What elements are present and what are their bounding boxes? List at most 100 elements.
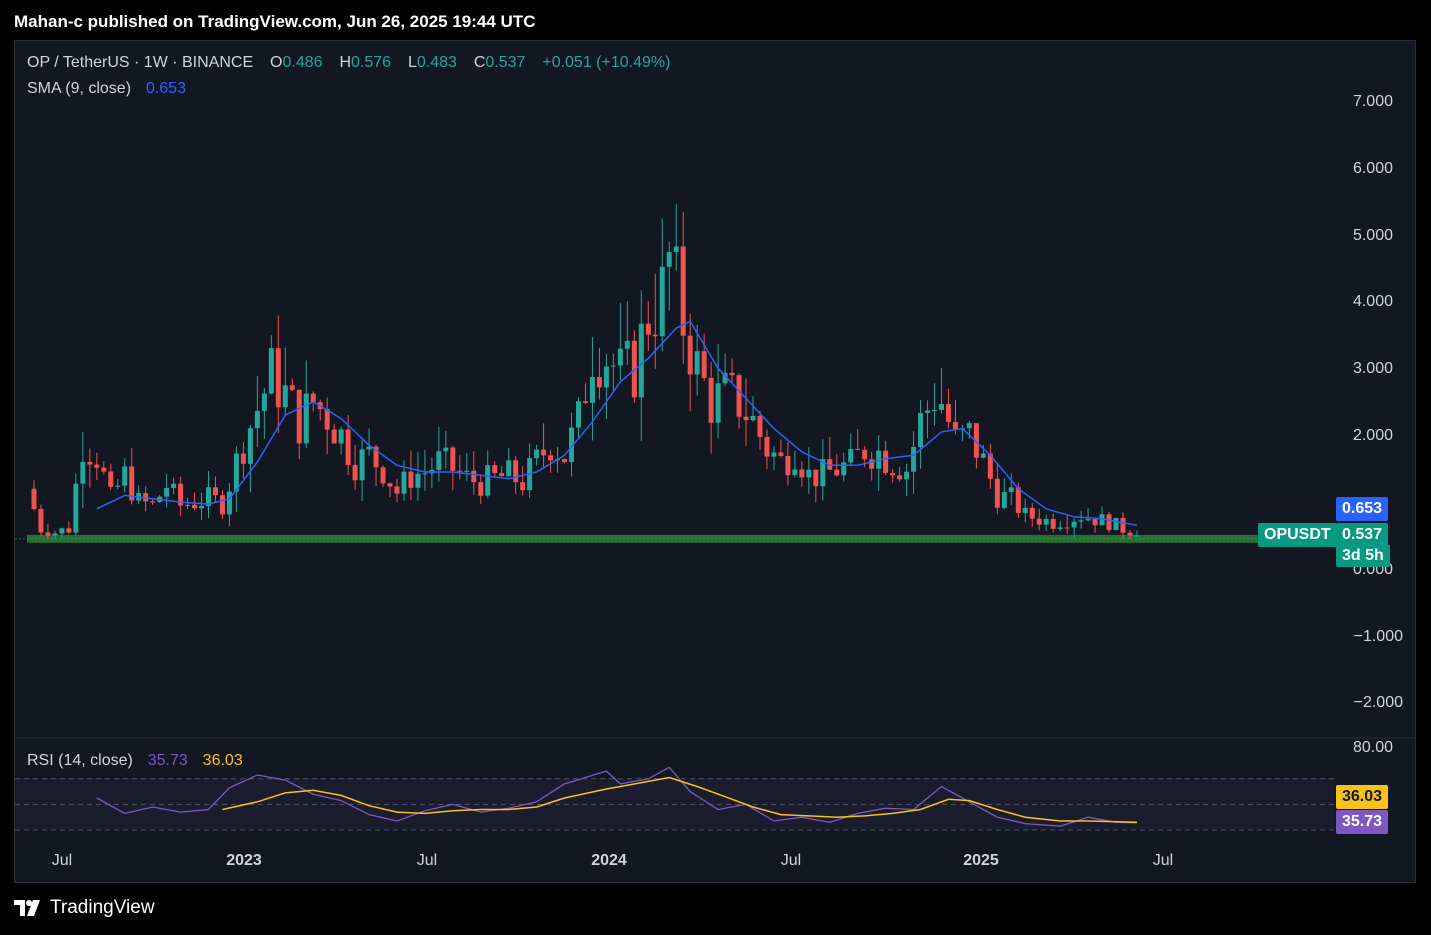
candle-down (513, 460, 519, 483)
candle-down (1029, 507, 1035, 519)
candle-down (471, 470, 477, 483)
candle-up (366, 446, 372, 450)
candle-up (199, 505, 205, 509)
candle-up (359, 449, 365, 481)
candle-up (659, 266, 665, 337)
candle-down (1106, 514, 1112, 531)
sma-legend[interactable]: SMA (9, close) 0.653 (27, 80, 186, 98)
ohlc-open-value: 0.486 (282, 54, 323, 71)
candle-down (150, 501, 156, 503)
support-zone (15, 534, 1334, 543)
sma-price-tag: 0.653 (1336, 497, 1389, 521)
rsi-line (96, 766, 1138, 827)
candle-up (485, 465, 491, 496)
candle-up (506, 460, 512, 477)
candle-down (450, 447, 456, 471)
candle-up (1043, 518, 1049, 525)
candle-up (282, 385, 288, 408)
candle-down (548, 455, 554, 461)
footer-brand[interactable]: TradingView (14, 897, 155, 919)
candle-down (945, 404, 951, 423)
candle-up (59, 528, 65, 534)
candle-up (750, 415, 756, 421)
candle-up (171, 483, 177, 488)
candle-down (562, 459, 568, 463)
candle-down (582, 401, 588, 403)
candle-up (1008, 487, 1014, 493)
candle-down (897, 475, 903, 480)
candle-up (771, 452, 777, 457)
candle-up (164, 487, 170, 497)
sma-label[interactable]: SMA (9, close) (27, 80, 132, 97)
last-price-tag: 0.537 (1336, 523, 1389, 547)
candle-up (938, 404, 944, 410)
candle-down (380, 467, 386, 484)
candles-group (31, 204, 1140, 539)
symbol-legend[interactable]: OP / TetherUS · 1W · BINANCE O0.486 H0.5… (27, 54, 670, 72)
sma-line-group (96, 320, 1138, 527)
time-axis-label: Jul (51, 852, 73, 869)
sma-line (96, 320, 1138, 527)
candle-up (624, 340, 630, 349)
tradingview-logo-icon (14, 900, 40, 916)
candle-up (673, 246, 679, 253)
candle-down (890, 473, 896, 476)
candle-up (206, 487, 212, 506)
candle-up (268, 348, 274, 394)
candle-down (869, 459, 875, 469)
candle-down (827, 459, 833, 470)
footer-brand-label: TradingView (50, 897, 155, 918)
rsi-legend[interactable]: RSI (14, close) 35.73 36.03 (27, 752, 243, 770)
symbol-name[interactable]: OP / TetherUS · 1W · BINANCE (27, 54, 254, 71)
candle-up (1085, 519, 1091, 521)
candle-down (94, 464, 100, 468)
candle-down (764, 436, 770, 457)
time-axis-label: 2023 (226, 852, 262, 869)
ohlc-low-value: 0.483 (416, 54, 457, 71)
candle-down (883, 450, 889, 474)
candle-down (855, 449, 861, 451)
candle-down (108, 471, 114, 487)
candle-down (813, 469, 819, 487)
candle-up (1078, 520, 1084, 522)
candle-up (966, 423, 972, 429)
candle-up (694, 351, 700, 375)
candle-up (443, 447, 449, 452)
candle-down (785, 455, 791, 476)
candle-down (1050, 518, 1056, 529)
candle-up (254, 410, 260, 429)
candle-down (729, 372, 735, 376)
time-axis-label: Jul (416, 852, 438, 869)
candle-up (841, 462, 847, 476)
candle-down (757, 415, 763, 437)
candle-up (338, 429, 344, 444)
candle-up (80, 461, 86, 484)
candle-down (687, 335, 693, 375)
candle-up (1099, 514, 1105, 526)
ohlc-change-value: +0.051 (+10.49%) (542, 54, 671, 71)
candle-up (1057, 527, 1063, 529)
price-axis-label: 2.000 (1352, 427, 1393, 444)
rsi-label[interactable]: RSI (14, close) (27, 752, 133, 769)
candle-down (994, 478, 1000, 508)
candle-down (352, 465, 358, 481)
candle-down (987, 453, 993, 479)
time-axis-label: Jul (1152, 852, 1174, 869)
candle-up (806, 469, 812, 478)
time-axis-label: Jul (780, 852, 802, 869)
rsi-axis-label: 80.00 (1352, 739, 1393, 756)
candle-up (52, 533, 58, 536)
candle-down (38, 508, 44, 533)
chart-frame[interactable] (14, 40, 1416, 883)
candle-up (401, 471, 407, 494)
price-axis-label: 5.000 (1352, 227, 1393, 244)
candle-down (394, 486, 400, 494)
candle-down (345, 429, 351, 466)
symbol-tag[interactable]: OPUSDT (1258, 523, 1337, 547)
rsi-ma-line (222, 776, 1138, 824)
candle-down (1015, 487, 1021, 513)
candle-down (296, 389, 302, 444)
candle-down (387, 483, 393, 487)
candle-down (478, 482, 484, 496)
